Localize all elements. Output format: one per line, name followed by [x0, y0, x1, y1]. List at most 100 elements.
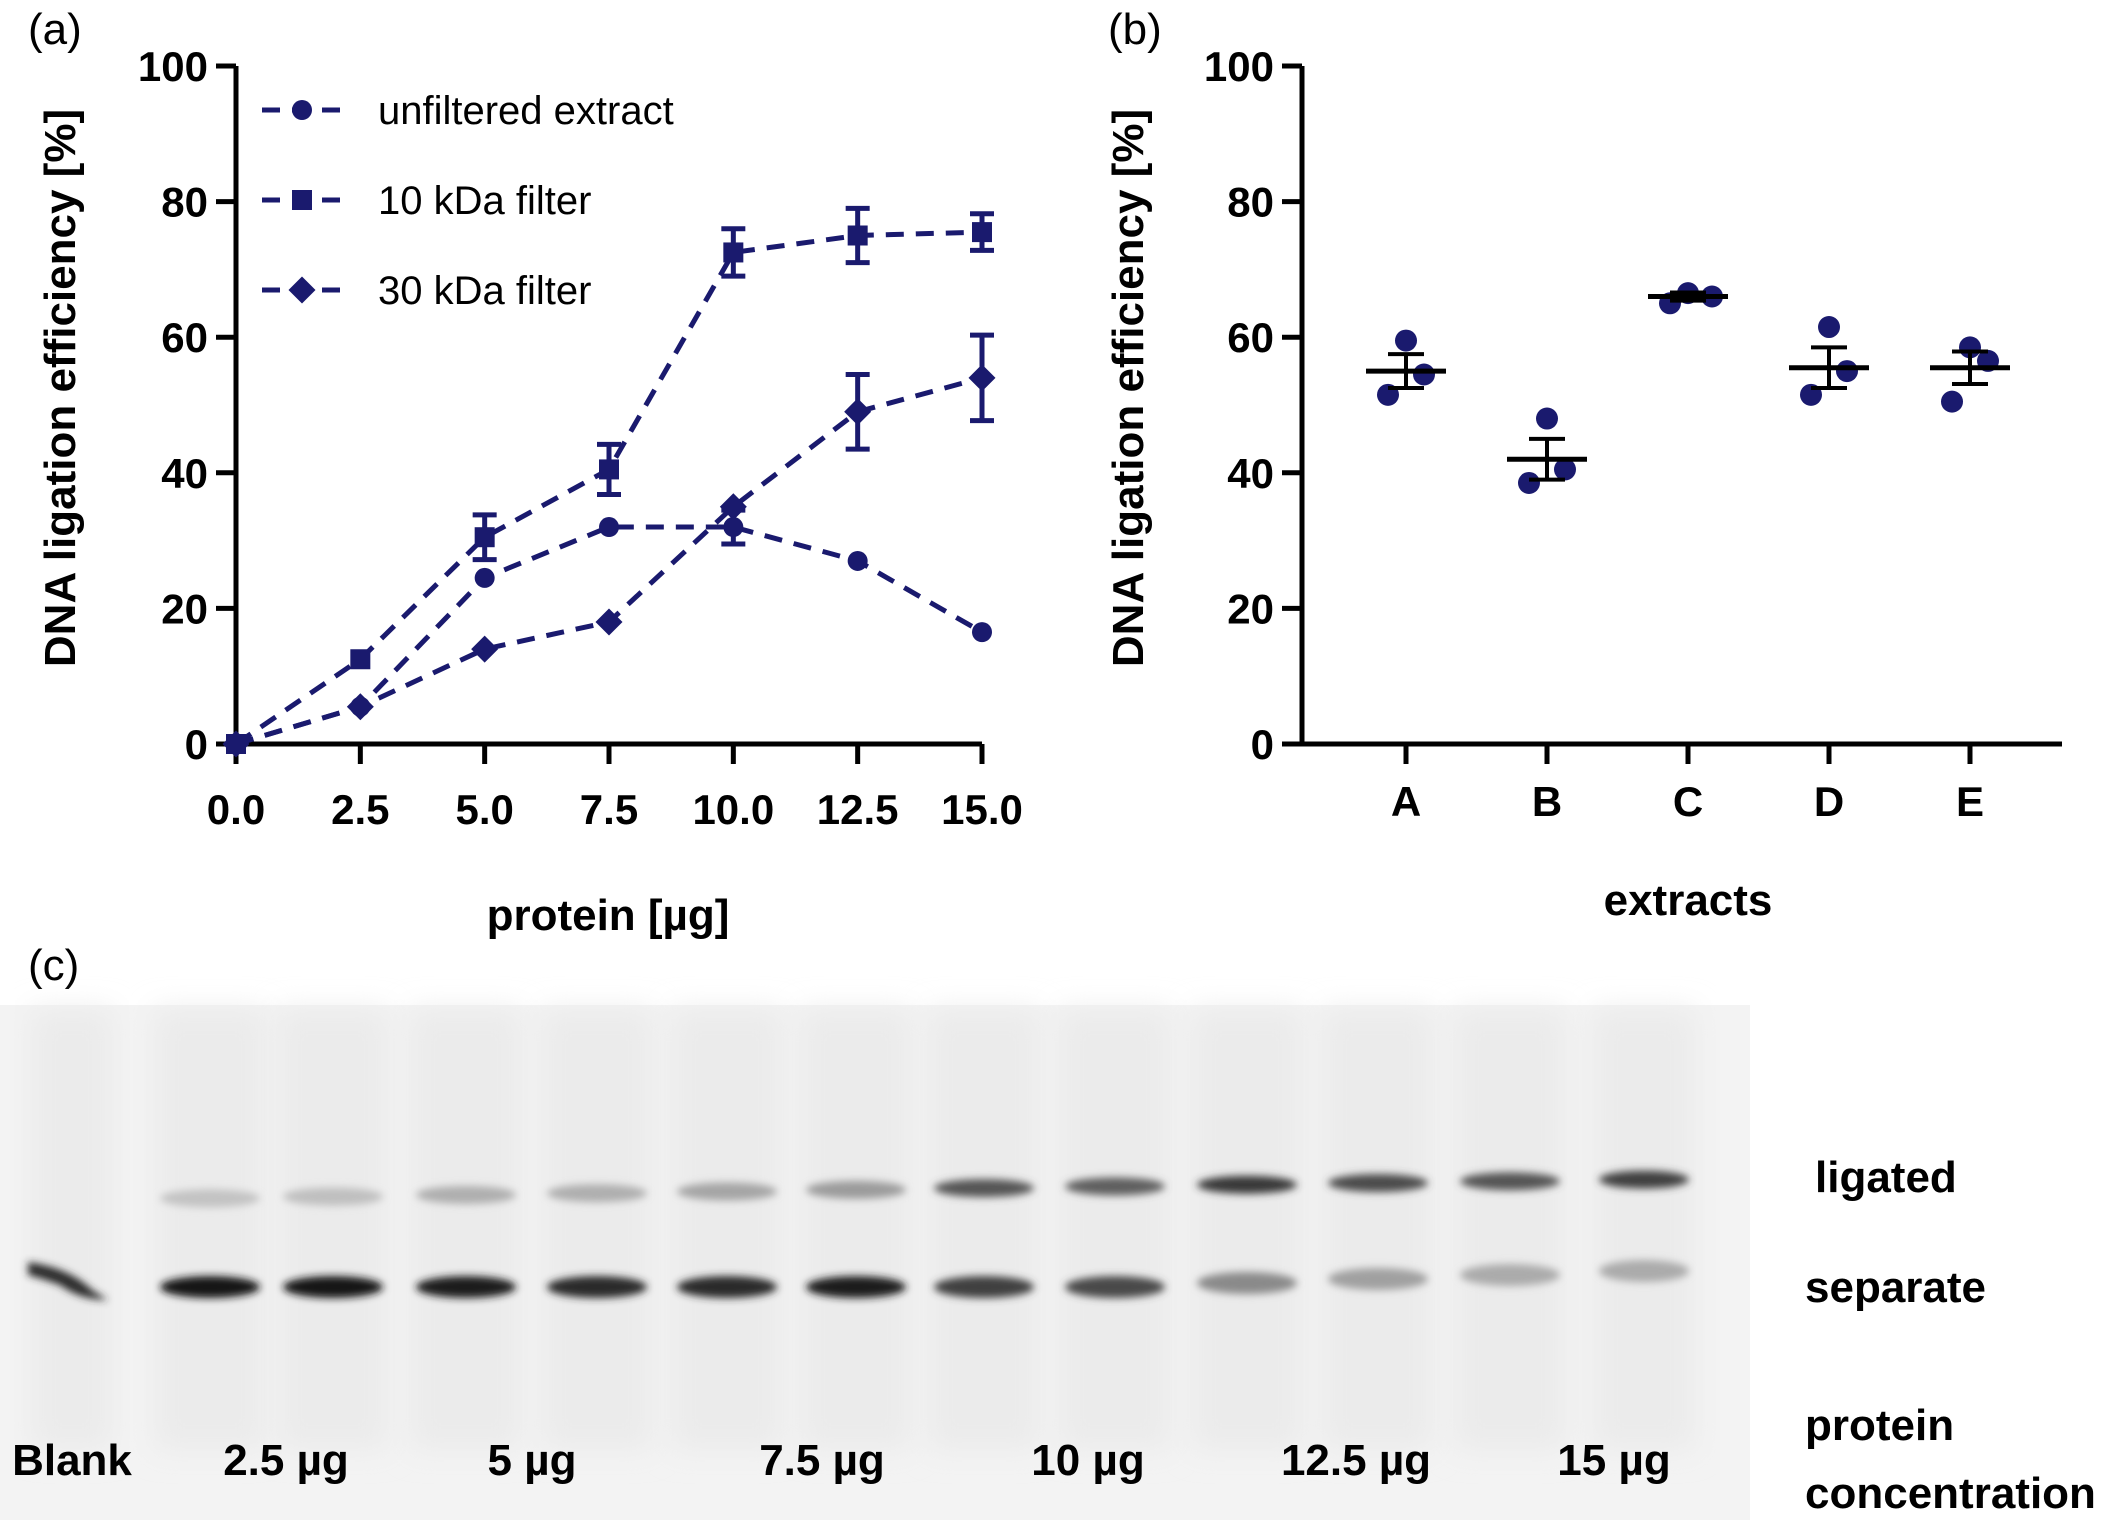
gel-band-ligated [1599, 1170, 1689, 1189]
panel-a-point-circle [847, 550, 868, 571]
panel-b-group-A [1366, 329, 1446, 406]
panel-a-series [222, 205, 996, 758]
panel-c-letter: (c) [28, 941, 79, 990]
panel-a-series-line [235, 375, 983, 747]
panel-a-point-diamond [844, 398, 872, 426]
gel-label-protein: protein [1805, 1401, 1954, 1450]
panel-a-x-tick-label: 0.0 [207, 786, 265, 833]
gel-lane-label: 12.5 µg [1281, 1436, 1431, 1485]
panel-b-y-tick-label: 40 [1227, 450, 1274, 497]
gel-band-ligated [677, 1182, 777, 1201]
panel-a-y-tick-label: 100 [138, 43, 208, 90]
panel-a-point-diamond [471, 635, 499, 663]
panel-a-legend-label: 10 kDa filter [378, 179, 591, 223]
gel-band-separate [934, 1276, 1034, 1298]
gel-band-ligated [1065, 1177, 1165, 1196]
panel-b-point [1536, 407, 1558, 430]
gel-lane-label: 2.5 µg [223, 1436, 349, 1485]
panel-a-point-circle [599, 517, 619, 538]
panel-a-x-tick-label: 12.5 [817, 786, 899, 833]
gel-label-concentration: concentration [1805, 1469, 2096, 1518]
panel-a-x-tick-label: 2.5 [331, 786, 389, 833]
panel-a-series-line [235, 524, 984, 747]
panel-b-group-C [1648, 282, 1728, 315]
panel-b-point [1518, 471, 1540, 494]
gel-lane-streak [1322, 1010, 1434, 1450]
panel-a-x-tick-label: 7.5 [580, 786, 638, 833]
panel-a-point-circle [723, 517, 744, 538]
gel-lane-streak [1191, 1010, 1303, 1450]
panel-b-x-tick-label: C [1673, 778, 1703, 825]
gel-lane-streak [31, 1010, 113, 1450]
gel-band-ligated [806, 1180, 906, 1199]
panel-a-x-axis-title: protein [µg] [487, 891, 730, 940]
panel-b-y-tick-label: 0 [1251, 721, 1274, 768]
gel-lane-streak [541, 1010, 653, 1450]
gel-lane-labels: Blank 2.5 µg 5 µg 7.5 µg 10 µg 12.5 µg 15 µg [12, 1436, 1671, 1485]
gel-band-separate [677, 1276, 777, 1298]
panel-b-point [1836, 360, 1858, 383]
gel-lane-streak [928, 1010, 1040, 1450]
gel-band-ligated [160, 1189, 260, 1208]
panel-b-point [1413, 363, 1435, 386]
panel-b-scatter-chart: (b) DNA ligation efficiency [%] extracts… [1104, 5, 2062, 925]
panel-a-point-square [350, 649, 371, 670]
panel-b-point [1941, 390, 1963, 413]
gel-label-ligated: ligated [1815, 1153, 1957, 1202]
gel-lane-streak [1454, 1010, 1566, 1450]
gel-band-separate [806, 1276, 906, 1298]
panel-b-y-axis-title: DNA ligation efficiency [%] [1104, 109, 1153, 667]
panel-a-point-circle [474, 567, 495, 588]
panel-b-x-tick-label: D [1814, 778, 1844, 825]
panel-c-gel: (c) ligated separate protein concentrati… [0, 941, 2096, 1520]
panel-a-legend-label: 30 kDa filter [378, 269, 591, 313]
gel-band-separate [1328, 1268, 1428, 1290]
panel-b-point [1818, 316, 1840, 339]
panel-a-point-diamond [968, 364, 996, 392]
panel-a-series-1 [226, 205, 994, 754]
panel-a-point-square [723, 242, 744, 263]
panel-a-point-diamond [222, 730, 250, 758]
gel-lane-streak [671, 1010, 783, 1450]
panel-b-x-tick-label: E [1956, 778, 1984, 825]
panel-a-legend-marker-square [292, 190, 312, 210]
panel-a-axes: 0 20 40 60 80 100 0.0 2.5 5.0 7.5 10.0 12.5 15.0 [138, 43, 1023, 833]
panel-a-legend-label: unfiltered extract [378, 89, 674, 133]
panel-a-point-square [599, 459, 619, 480]
gel-band-ligated [934, 1179, 1034, 1198]
panel-b-point [1395, 329, 1417, 352]
panel-b-y-tick-label: 60 [1227, 314, 1274, 361]
panel-a-line-chart: (a) DNA ligation efficiency [%] protein … [28, 5, 1023, 940]
panel-a-y-tick-label: 0 [185, 721, 208, 768]
panel-a-x-tick-label: 15.0 [941, 786, 1023, 833]
gel-band-ligated [547, 1184, 647, 1203]
panel-a-y-tick-label: 40 [161, 450, 208, 497]
gel-band-separate [1599, 1260, 1689, 1282]
gel-lane-streak [154, 1010, 266, 1450]
panel-a-point-diamond [595, 608, 623, 636]
panel-b-x-tick-label: B [1532, 778, 1562, 825]
panel-b-y-tick-label: 20 [1227, 585, 1274, 632]
panel-a-letter: (a) [28, 5, 82, 54]
panel-b-letter: (b) [1108, 5, 1162, 54]
gel-band-ligated [1197, 1175, 1297, 1194]
gel-band-ligated [283, 1187, 383, 1206]
panel-a-point-square [972, 222, 992, 243]
panel-a-point-square [474, 527, 495, 548]
gel-lane-streak [1593, 1010, 1695, 1450]
panel-a-y-tick-label: 80 [161, 179, 208, 226]
gel-lane-streak [410, 1010, 522, 1450]
gel-band-separate [416, 1276, 516, 1298]
panel-b-points [1366, 282, 2010, 494]
gel-label-separate: separate [1805, 1263, 1986, 1312]
panel-a-series-2 [222, 332, 996, 758]
gel-lane-streak [800, 1010, 912, 1450]
gel-band-separate [547, 1276, 647, 1298]
gel-band-separate [28, 1262, 108, 1300]
panel-a-y-tick-label: 60 [161, 314, 208, 361]
panel-a-point-diamond [719, 493, 747, 521]
gel-lanes [28, 1010, 1695, 1450]
gel-lane-streak [277, 1010, 389, 1450]
gel-band-separate [1065, 1276, 1165, 1298]
